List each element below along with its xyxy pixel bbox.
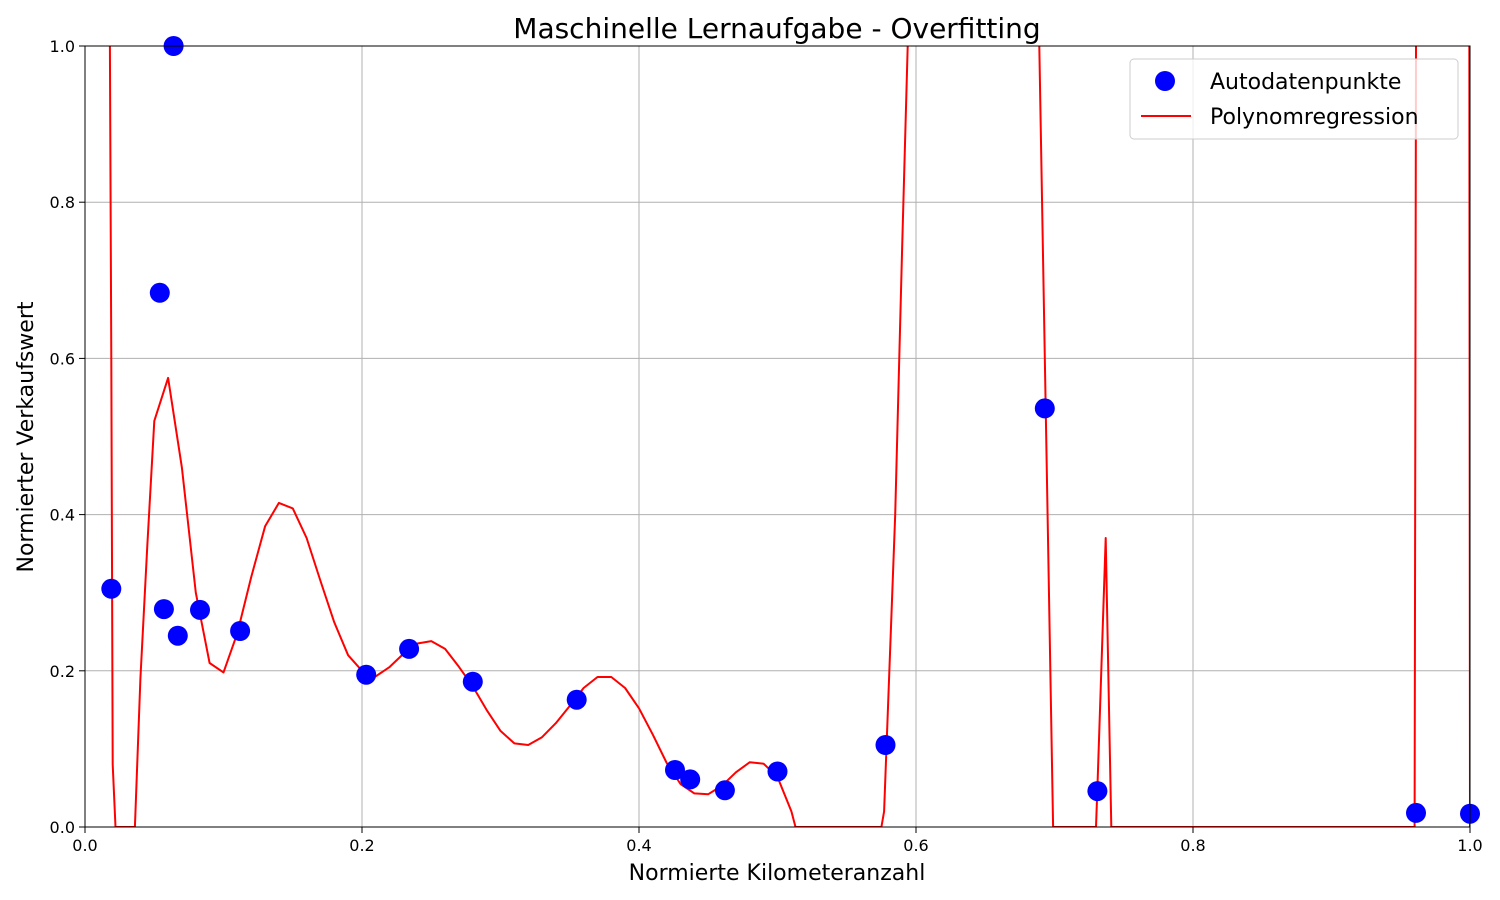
data-point: [767, 761, 788, 782]
data-point: [356, 664, 377, 685]
y-axis-label: Normierter Verkaufswert: [14, 301, 39, 572]
legend-label-scatter: Autodatenpunkte: [1210, 70, 1401, 95]
data-point: [153, 599, 174, 620]
regression-line-layer: [108, 46, 1470, 827]
data-point: [665, 760, 685, 780]
data-point: [399, 638, 420, 659]
y-tick-label: 0.8: [50, 193, 75, 212]
data-point: [1406, 802, 1426, 823]
y-tick-label: 0.6: [50, 349, 75, 368]
data-point: [566, 689, 587, 710]
y-tick-label: 1.0: [50, 37, 75, 56]
x-tick-label: 0.6: [903, 836, 928, 855]
x-tick-label: 0.0: [72, 836, 97, 855]
data-point: [149, 282, 170, 303]
legend-scatter-marker: [1155, 71, 1175, 91]
data-point: [190, 599, 210, 620]
data-point: [101, 578, 122, 599]
data-point: [462, 671, 483, 692]
data-point: [1087, 781, 1108, 802]
y-tick-label: 0.0: [50, 818, 75, 837]
legend-box: [1129, 58, 1459, 140]
data-point: [714, 780, 735, 801]
y-tick-label: 0.2: [50, 662, 75, 681]
grid-lines: [84, 45, 1471, 828]
legend-label-line: Polynomregression: [1210, 105, 1419, 130]
regression-line: [108, 46, 1470, 827]
x-tick-label: 0.8: [1180, 836, 1205, 855]
data-point: [680, 769, 701, 790]
data-point: [875, 735, 896, 755]
plot-frame: [84, 45, 1471, 828]
scatter-point-layer: [101, 36, 1480, 824]
x-axis-label: Normierte Kilometeranzahl: [629, 861, 926, 886]
x-tick-label: 1.0: [1457, 836, 1482, 855]
data-point: [1034, 398, 1055, 419]
y-tick-label: 0.4: [50, 506, 75, 525]
x-tick-label: 0.2: [349, 836, 374, 855]
chart-title: Maschinelle Lernaufgabe - Overfitting: [513, 12, 1040, 45]
x-tick-label: 0.4: [626, 836, 651, 855]
data-point: [167, 625, 188, 646]
data-point: [230, 621, 251, 641]
legend: Autodatenpunkte Polynomregression: [1129, 58, 1459, 140]
axis-ticks: 0.0 0.2 0.4 0.6 0.8 1.0 0.0 0.2 0.4 0.6 0.8 1.0: [50, 37, 1483, 855]
